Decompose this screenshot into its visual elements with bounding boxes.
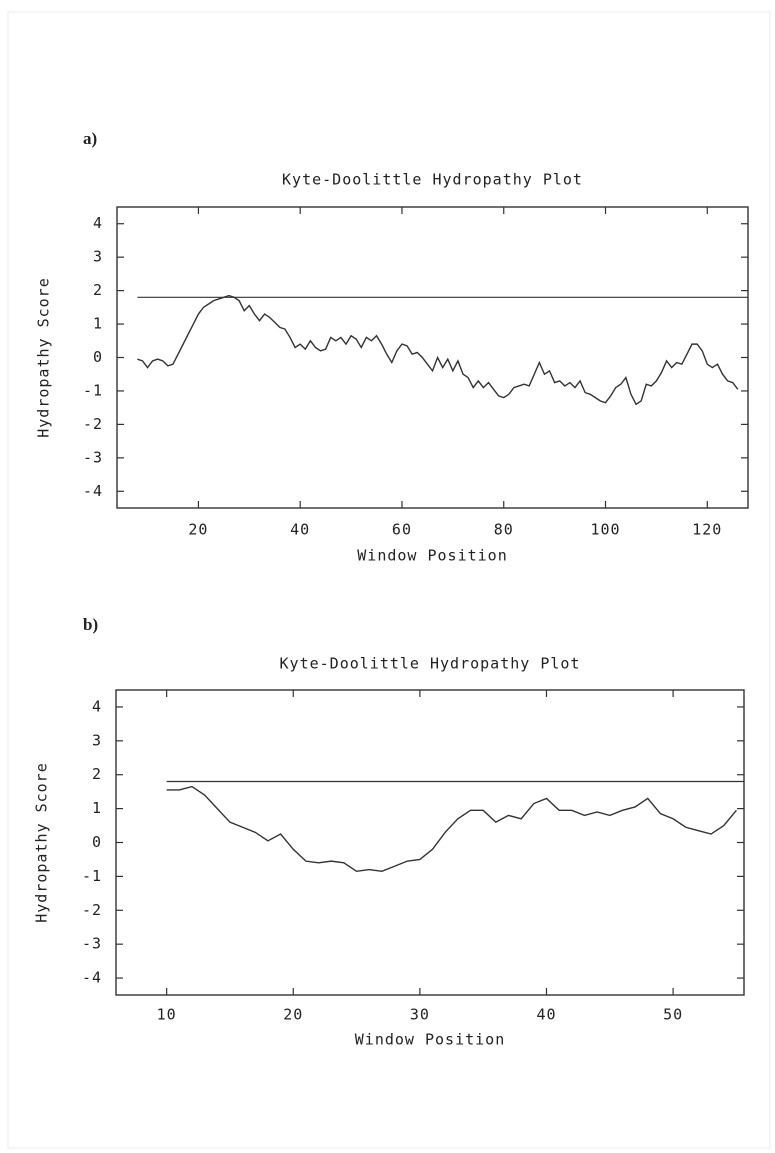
y-tick-label: -1: [83, 381, 103, 399]
y-tick-label: 2: [93, 281, 103, 299]
x-tick-label: 40: [536, 1006, 556, 1024]
y-tick-label: -3: [82, 935, 102, 953]
panel-label: b): [83, 615, 98, 634]
y-tick-label: -3: [83, 448, 103, 466]
data-line: [166, 785, 737, 873]
x-tick-label: 100: [590, 521, 620, 539]
y-tick-label: -2: [83, 415, 103, 433]
page-border: [7, 11, 771, 1149]
x-tick-label: 50: [663, 1006, 683, 1024]
y-tick-label: -4: [83, 482, 103, 500]
y-tick-label: 4: [93, 214, 103, 232]
x-tick-label: 60: [392, 521, 412, 539]
y-axis-label: Hydropathy Score: [35, 277, 53, 438]
y-tick-label: 1: [93, 315, 103, 333]
y-tick-label: 4: [92, 697, 102, 715]
y-tick-label: 2: [92, 765, 102, 783]
chart-title: Kyte-Doolittle Hydropathy Plot: [280, 655, 581, 673]
panel-label: a): [83, 129, 97, 148]
y-tick-label: -1: [82, 867, 102, 885]
data-line: [137, 294, 739, 406]
x-tick-label: 10: [157, 1006, 177, 1024]
y-tick-label: 0: [92, 833, 102, 851]
y-tick-label: -2: [82, 901, 102, 919]
y-tick-label: 3: [93, 248, 103, 266]
x-tick-label: 20: [283, 1006, 303, 1024]
y-tick-label: 3: [92, 731, 102, 749]
x-axis-label: Window Position: [355, 1031, 505, 1049]
x-axis-label: Window Position: [357, 547, 507, 565]
x-tick-label: 20: [188, 521, 208, 539]
y-tick-label: 1: [92, 799, 102, 817]
x-tick-label: 30: [410, 1006, 430, 1024]
chart-title: Kyte-Doolittle Hydropathy Plot: [282, 171, 583, 189]
y-tick-label: -4: [82, 969, 102, 987]
y-tick-label: 0: [93, 348, 103, 366]
x-tick-label: 120: [692, 521, 722, 539]
x-tick-label: 80: [494, 521, 514, 539]
x-tick-label: 40: [290, 521, 310, 539]
y-axis-label: Hydropathy Score: [33, 762, 51, 923]
